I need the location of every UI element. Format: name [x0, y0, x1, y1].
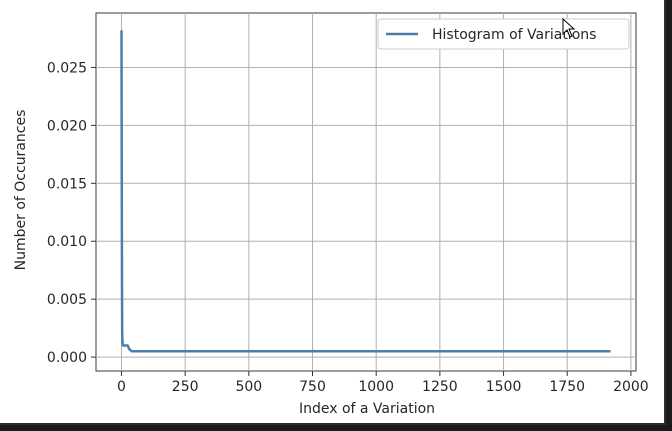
x-tick-label: 1750: [549, 379, 585, 395]
series-lines: [120, 30, 611, 353]
y-tick-label: 0.010: [47, 234, 87, 250]
x-tick-label: 750: [299, 379, 326, 395]
y-tick-label: 0.025: [47, 60, 87, 76]
plot-area: [95, 12, 637, 372]
y-tick-label: 0.005: [47, 292, 87, 308]
line-chart: 0 250 500 750 1000 1250 1500 1750 2000 0.0000.00…: [13, 12, 649, 417]
x-tick-label: 1500: [486, 379, 522, 395]
x-tick-label: 500: [235, 379, 262, 395]
gridlines: [96, 13, 636, 371]
x-axis-label: Index of a Variation: [299, 401, 435, 417]
y-tick-label: 0.015: [47, 176, 87, 192]
y-tick-label: 0.020: [47, 118, 87, 134]
y-axis-label: Number of Occurances: [13, 110, 29, 271]
x-tick-label: 0: [117, 379, 126, 395]
mouse-pointer-icon: [562, 18, 576, 38]
legend-label: Histogram of Variations: [432, 27, 596, 43]
legend: Histogram of Variations: [377, 18, 630, 50]
y-axis-ticks: 0.000 0.005 0.010 0.015 0.020 0.025: [47, 60, 96, 366]
x-tick-label: 1250: [422, 379, 458, 395]
x-axis-ticks: 0 250 500 750 1000 1250 1500 1750 2000: [117, 371, 649, 395]
figure-frame: 0 250 500 750 1000 1250 1500 1750 2000 0.000 0.00…: [0, 0, 666, 425]
x-tick-label: 250: [172, 379, 199, 395]
y-tick-label: 0.000: [47, 350, 87, 366]
series-line: [120, 30, 611, 353]
x-tick-label: 1000: [358, 379, 394, 395]
x-tick-label: 2000: [613, 379, 649, 395]
